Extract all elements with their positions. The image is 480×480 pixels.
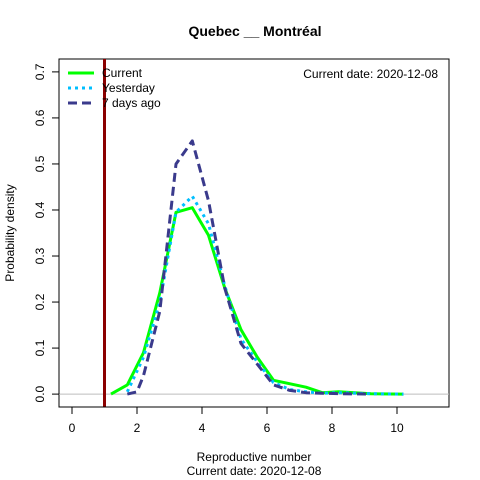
y-tick-label: 0.4 <box>33 201 47 218</box>
x-axis: 0 2 4 6 8 10 <box>69 406 404 435</box>
legend-label-3: 7 days ago <box>102 96 161 110</box>
y-tick-label: 0.0 <box>33 385 47 402</box>
legend-label-2: Yesterday <box>102 81 155 95</box>
y-axis-label: Probability density <box>3 184 17 281</box>
y-tick-label: 0.7 <box>33 63 47 80</box>
legend-label-1: Current <box>102 66 143 80</box>
x-tick-label: 2 <box>134 421 141 435</box>
x-axis-subtitle: Current date: 2020-12-08 <box>187 464 322 478</box>
y-axis: 0.0 0.1 0.2 0.3 0.4 0.5 0.6 0.7 <box>33 63 60 402</box>
x-tick-label: 4 <box>199 421 206 435</box>
series-line-3 <box>126 139 372 396</box>
series-lines <box>110 139 404 396</box>
x-axis-label: Reproductive number <box>197 450 312 464</box>
y-tick-label: 0.3 <box>33 247 47 264</box>
x-tick-label: 6 <box>264 421 271 435</box>
current-date-annotation: Current date: 2020-12-08 <box>303 67 438 81</box>
x-tick-label: 10 <box>390 421 404 435</box>
x-tick-label: 0 <box>69 421 76 435</box>
plot-frame <box>58 58 450 408</box>
y-tick-label: 0.5 <box>33 155 47 172</box>
series-line-2 <box>125 194 404 396</box>
y-tick-label: 0.6 <box>33 109 47 126</box>
y-tick-label: 0.1 <box>33 339 47 356</box>
x-tick-label: 8 <box>329 421 336 435</box>
y-tick-label: 0.2 <box>33 293 47 310</box>
chart-title: Quebec __ Montréal <box>188 23 321 39</box>
